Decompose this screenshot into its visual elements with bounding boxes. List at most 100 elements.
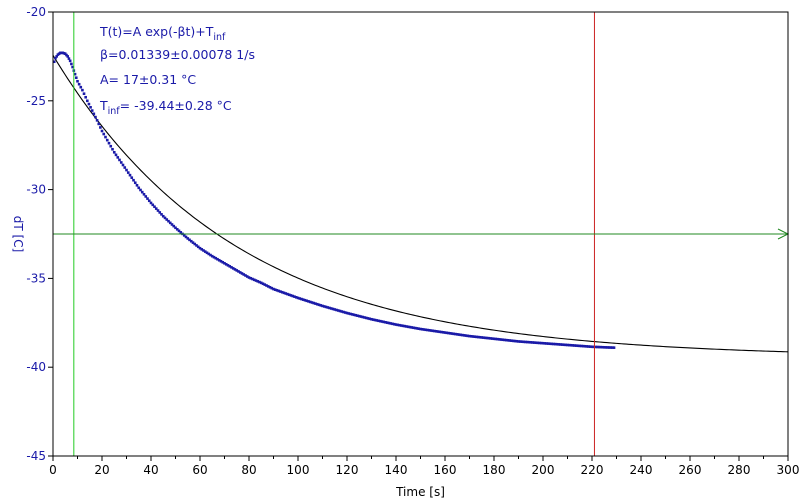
data-point <box>468 334 471 338</box>
data-point <box>424 328 428 332</box>
data-point <box>104 135 107 139</box>
x-tick-label: 240 <box>630 463 653 477</box>
data-point <box>569 343 573 347</box>
data-point <box>82 92 86 95</box>
data-point <box>121 163 125 167</box>
data-point <box>130 176 134 179</box>
data-point <box>331 307 335 311</box>
data-point <box>410 326 414 329</box>
data-point <box>576 344 580 348</box>
data-point <box>326 306 330 309</box>
data-point <box>485 336 489 340</box>
data-point <box>92 112 96 116</box>
data-point <box>275 289 279 292</box>
data-point <box>368 317 372 321</box>
x-tick-label: 40 <box>143 463 158 477</box>
data-point <box>580 344 583 348</box>
data-point <box>111 147 114 151</box>
x-tick-label: 300 <box>777 463 800 477</box>
data-point <box>202 249 205 252</box>
data-point <box>63 52 67 56</box>
data-point <box>347 312 351 315</box>
data-point <box>230 266 233 269</box>
data-point <box>195 244 198 247</box>
data-point <box>508 339 512 342</box>
data-point <box>529 341 533 344</box>
data-point <box>333 308 337 311</box>
data-point <box>601 345 604 349</box>
data-point <box>139 188 142 192</box>
data-point <box>406 325 410 329</box>
data-point <box>256 280 260 283</box>
data-point <box>357 314 361 318</box>
data-point <box>270 286 274 290</box>
data-point <box>305 299 309 303</box>
data-point <box>252 278 256 282</box>
data-point <box>266 285 270 288</box>
data-points <box>52 51 616 349</box>
data-point <box>389 322 393 325</box>
data-point <box>144 195 148 198</box>
x-tick-label: 60 <box>192 463 207 477</box>
data-point <box>522 340 526 344</box>
x-axis-label: Time [s] <box>395 485 445 499</box>
data-point <box>118 158 121 162</box>
data-point <box>471 335 475 338</box>
data-point <box>174 226 177 230</box>
x-tick-label: 140 <box>385 463 408 477</box>
data-point <box>244 274 247 277</box>
data-point <box>294 296 298 299</box>
data-point <box>412 326 415 330</box>
data-point <box>399 324 403 327</box>
data-point <box>602 346 606 349</box>
data-point <box>287 293 291 297</box>
data-point <box>480 336 484 339</box>
data-point <box>548 342 552 346</box>
data-point <box>258 280 261 284</box>
data-point <box>531 341 534 344</box>
data-point <box>391 322 394 326</box>
data-point <box>259 281 263 285</box>
data-point <box>84 95 87 99</box>
data-point <box>237 270 240 273</box>
data-point <box>147 199 151 203</box>
data-point <box>587 345 590 348</box>
data-point <box>277 289 281 293</box>
data-point <box>238 271 242 274</box>
data-point <box>100 129 104 133</box>
data-point <box>464 334 468 337</box>
data-point <box>445 331 449 335</box>
data-point <box>356 314 359 317</box>
data-point <box>490 337 494 340</box>
data-point <box>590 345 594 349</box>
x-tick-label: 180 <box>483 463 506 477</box>
data-point <box>361 315 365 319</box>
x-tick-label: 100 <box>287 463 310 477</box>
data-point <box>515 339 519 343</box>
data-point <box>210 254 214 258</box>
data-point <box>557 343 561 346</box>
data-point <box>506 339 510 342</box>
data-point <box>342 310 345 314</box>
data-point <box>200 248 204 251</box>
cursor-layer <box>53 12 790 456</box>
data-point <box>94 115 97 119</box>
data-point <box>612 346 616 349</box>
data-point <box>219 259 223 263</box>
data-point <box>165 218 169 221</box>
data-point <box>223 262 226 265</box>
data-point <box>599 345 603 349</box>
data-point <box>207 252 211 256</box>
fit-annotation-line: A= 17±0.31 °C <box>100 72 196 87</box>
data-point <box>284 292 288 295</box>
data-point <box>280 290 284 294</box>
data-point <box>268 285 272 289</box>
data-point <box>310 301 314 304</box>
data-point <box>114 153 118 157</box>
data-point <box>513 339 517 343</box>
data-point <box>177 229 181 233</box>
y-tick-label: -25 <box>26 94 46 108</box>
data-point <box>359 315 363 318</box>
data-point <box>97 122 101 126</box>
data-point <box>247 276 251 279</box>
